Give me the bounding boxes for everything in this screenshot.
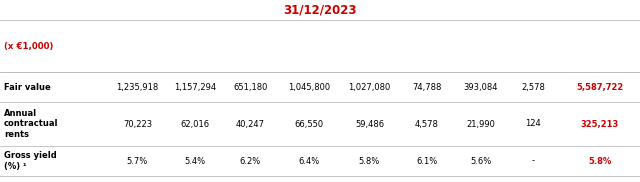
Text: 5,587,722: 5,587,722: [576, 82, 623, 92]
Text: 124: 124: [525, 120, 541, 128]
Text: DE: DE: [188, 41, 202, 50]
Text: 6.1%: 6.1%: [416, 157, 438, 165]
Text: Fair value: Fair value: [4, 82, 51, 92]
Text: 40,247: 40,247: [236, 120, 265, 128]
Text: 1,157,294: 1,157,294: [174, 82, 216, 92]
Text: 1,027,080: 1,027,080: [348, 82, 390, 92]
Text: Marketable
investment
properties
⁴: Marketable investment properties ⁴: [572, 26, 627, 66]
Text: IE: IE: [476, 41, 485, 50]
Text: BE: BE: [131, 41, 143, 50]
Text: 6.4%: 6.4%: [298, 157, 319, 165]
Text: 74,788: 74,788: [412, 82, 442, 92]
Text: FI: FI: [365, 41, 374, 50]
Text: 62,016: 62,016: [180, 120, 209, 128]
Text: 6.2%: 6.2%: [239, 157, 261, 165]
Text: Gross yield
(%) ¹: Gross yield (%) ¹: [4, 151, 57, 171]
Text: 59,486: 59,486: [355, 120, 384, 128]
Text: -: -: [532, 157, 534, 165]
Text: 70,223: 70,223: [123, 120, 152, 128]
Text: 21,990: 21,990: [467, 120, 495, 128]
Text: 5.8%: 5.8%: [359, 157, 380, 165]
Text: 325,213: 325,213: [580, 120, 619, 128]
Text: UK ²: UK ²: [298, 41, 319, 50]
Text: ES ³: ES ³: [524, 41, 543, 50]
Text: 5.6%: 5.6%: [470, 157, 492, 165]
Text: SE ²: SE ²: [417, 41, 436, 50]
Text: 4,578: 4,578: [415, 120, 439, 128]
Text: 651,180: 651,180: [233, 82, 268, 92]
Text: 5.7%: 5.7%: [127, 157, 148, 165]
Text: 1,235,918: 1,235,918: [116, 82, 159, 92]
Text: 5.4%: 5.4%: [184, 157, 205, 165]
Text: 5.8%: 5.8%: [588, 157, 611, 165]
Text: (x €1,000): (x €1,000): [4, 41, 53, 50]
Text: 393,084: 393,084: [463, 82, 498, 92]
Text: Annual
contractual
rents: Annual contractual rents: [4, 109, 58, 139]
Text: 2,578: 2,578: [521, 82, 545, 92]
Text: 66,550: 66,550: [294, 120, 323, 128]
Text: 1,045,800: 1,045,800: [287, 82, 330, 92]
Text: 31/12/2023: 31/12/2023: [284, 3, 356, 17]
Text: NL: NL: [244, 41, 257, 50]
